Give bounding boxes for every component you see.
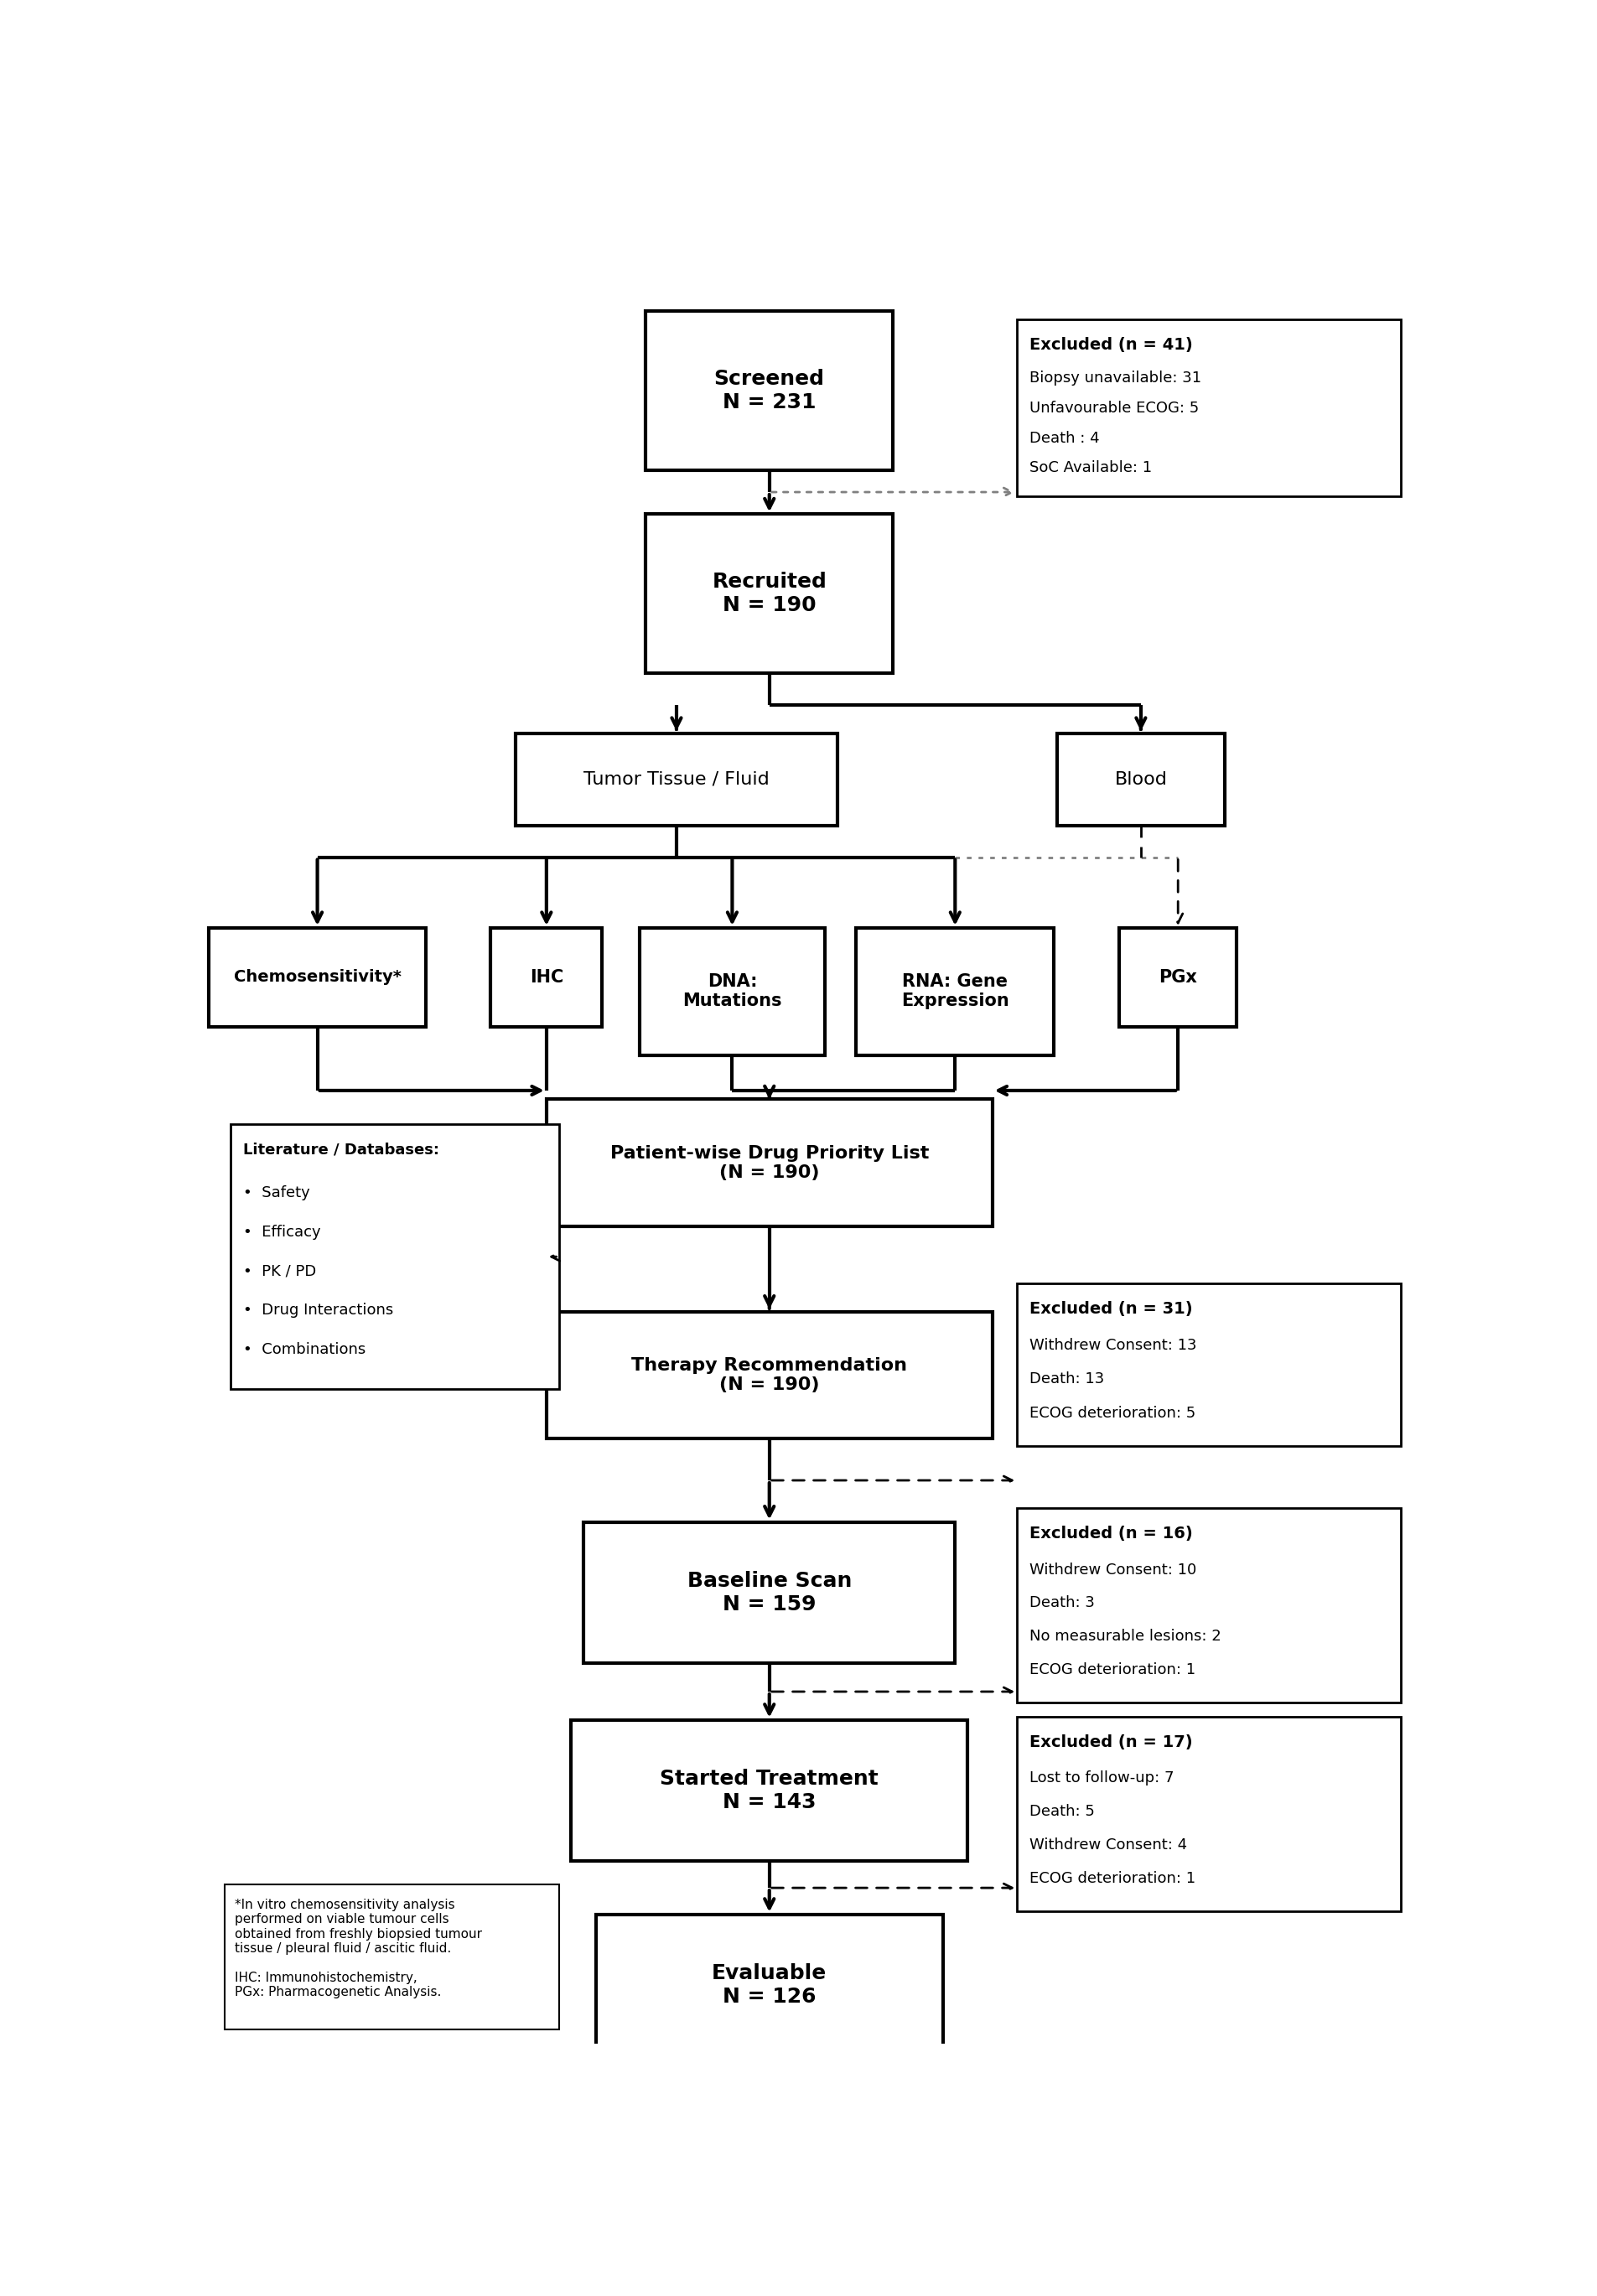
- Text: No measurable lesions: 2: No measurable lesions: 2: [1028, 1628, 1220, 1644]
- Text: Screened
N = 231: Screened N = 231: [714, 370, 824, 413]
- Bar: [490, 928, 602, 1026]
- Bar: [224, 1885, 559, 2030]
- Text: SoC Available: 1: SoC Available: 1: [1028, 461, 1151, 475]
- Text: RNA: Gene
Expression: RNA: Gene Expression: [901, 974, 1009, 1010]
- Bar: [230, 1125, 559, 1389]
- Text: Excluded (n = 31): Excluded (n = 31): [1028, 1302, 1191, 1318]
- Text: *In vitro chemosensitivity analysis
performed on viable tumour cells
obtained fr: *In vitro chemosensitivity analysis perf…: [235, 1899, 481, 1998]
- Text: Evaluable
N = 126: Evaluable N = 126: [711, 1963, 827, 2007]
- Bar: [856, 928, 1054, 1056]
- Bar: [583, 1522, 955, 1662]
- Text: Death: 3: Death: 3: [1028, 1596, 1094, 1609]
- Text: Lost to follow-up: 7: Lost to follow-up: 7: [1028, 1770, 1174, 1786]
- Text: Biopsy unavailable: 31: Biopsy unavailable: 31: [1028, 370, 1201, 386]
- Text: PGx: PGx: [1158, 969, 1196, 985]
- Text: •  Drug Interactions: • Drug Interactions: [243, 1302, 393, 1318]
- Bar: [546, 1100, 992, 1226]
- Text: Tumor Tissue / Fluid: Tumor Tissue / Fluid: [583, 771, 770, 788]
- Text: Death : 4: Death : 4: [1028, 429, 1099, 445]
- Text: •  Safety: • Safety: [243, 1185, 310, 1201]
- Bar: [639, 928, 824, 1056]
- Text: Chemosensitivity*: Chemosensitivity*: [233, 969, 401, 985]
- Text: Withdrew Consent: 10: Withdrew Consent: 10: [1028, 1561, 1196, 1577]
- Bar: [645, 514, 893, 673]
- Text: Patient-wise Drug Priority List
(N = 190): Patient-wise Drug Priority List (N = 190…: [610, 1146, 928, 1180]
- Bar: [516, 732, 837, 824]
- Text: Withdrew Consent: 4: Withdrew Consent: 4: [1028, 1837, 1187, 1853]
- Text: Baseline Scan
N = 159: Baseline Scan N = 159: [687, 1570, 851, 1614]
- Bar: [209, 928, 425, 1026]
- Text: Excluded (n = 17): Excluded (n = 17): [1028, 1733, 1191, 1750]
- Text: Death: 5: Death: 5: [1028, 1805, 1094, 1818]
- Text: Death: 13: Death: 13: [1028, 1371, 1104, 1387]
- Bar: [1118, 928, 1236, 1026]
- Text: Excluded (n = 16): Excluded (n = 16): [1028, 1525, 1191, 1541]
- Bar: [1016, 1283, 1401, 1446]
- Text: •  PK / PD: • PK / PD: [243, 1263, 316, 1279]
- Text: Unfavourable ECOG: 5: Unfavourable ECOG: 5: [1028, 400, 1198, 416]
- Text: •  Combinations: • Combinations: [243, 1343, 366, 1357]
- Text: Withdrew Consent: 13: Withdrew Consent: 13: [1028, 1339, 1196, 1352]
- Text: DNA:
Mutations: DNA: Mutations: [682, 974, 781, 1010]
- Bar: [572, 1720, 968, 1862]
- Text: Blood: Blood: [1115, 771, 1166, 788]
- Text: ECOG deterioration: 5: ECOG deterioration: 5: [1028, 1405, 1195, 1421]
- Text: Literature / Databases:: Literature / Databases:: [243, 1141, 439, 1157]
- Text: Recruited
N = 190: Recruited N = 190: [712, 572, 826, 615]
- Text: ECOG deterioration: 1: ECOG deterioration: 1: [1028, 1662, 1195, 1678]
- Text: Therapy Recommendation
(N = 190): Therapy Recommendation (N = 190): [631, 1357, 907, 1394]
- Bar: [546, 1311, 992, 1440]
- Bar: [645, 310, 893, 471]
- Text: IHC: IHC: [529, 969, 564, 985]
- Bar: [1016, 319, 1401, 496]
- Bar: [1016, 1717, 1401, 1910]
- Text: ECOG deterioration: 1: ECOG deterioration: 1: [1028, 1871, 1195, 1885]
- Bar: [596, 1915, 942, 2055]
- Bar: [1057, 732, 1223, 824]
- Text: Started Treatment
N = 143: Started Treatment N = 143: [660, 1768, 878, 1812]
- Text: Excluded (n = 41): Excluded (n = 41): [1028, 338, 1191, 354]
- Bar: [1016, 1508, 1401, 1701]
- Text: •  Efficacy: • Efficacy: [243, 1224, 321, 1240]
